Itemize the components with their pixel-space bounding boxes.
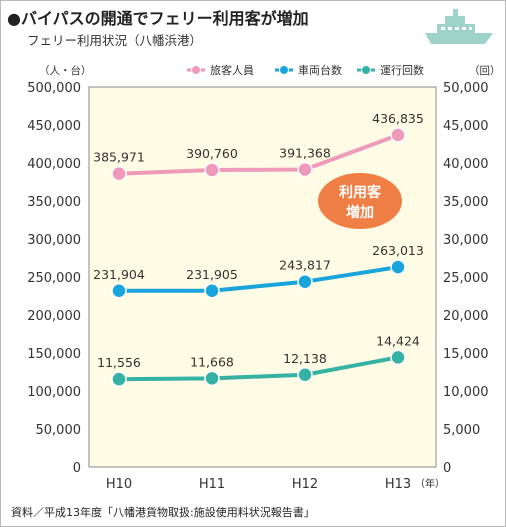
data-point [204, 162, 220, 178]
data-label: 11,556 [97, 355, 141, 370]
data-label: 231,905 [186, 267, 238, 282]
y-right-tick-label: 30,000 [443, 233, 489, 248]
increase-callout: 利用客 増加 [318, 173, 402, 229]
data-label: 11,668 [190, 354, 234, 369]
legend-swatch-marker [361, 65, 371, 75]
series-line-1 [118, 133, 399, 176]
y-left-tick-label: 450,000 [27, 119, 81, 134]
y-left-tick-label: 300,000 [27, 233, 81, 248]
chart-subtitle: フェリー利用状況（八幡浜港） [27, 33, 203, 48]
chart-svg: 0 50,000 100,000 150,000 200,000 250,000 300,0… [27, 63, 501, 492]
x-tick-label: H13 [385, 477, 411, 492]
data-point [390, 349, 406, 366]
legend-label: 旅客人員 [210, 63, 254, 77]
source-note: 資料／平成13年度「八幡港貨物取扱:施設使用料状況報告書」 [11, 506, 315, 519]
chart-title: ●バイパスの開通でフェリー利用客が増加 [7, 9, 309, 28]
y-right-tick-label: 50,000 [443, 81, 489, 96]
y-left-tick-label: 400,000 [27, 157, 81, 172]
data-point [390, 127, 406, 143]
plot-area [88, 86, 437, 468]
y-left-tick-label: 500,000 [27, 81, 81, 96]
data-point [204, 283, 220, 299]
data-label: 385,971 [93, 150, 145, 165]
data-point [297, 273, 313, 290]
callout-line2: 増加 [346, 204, 374, 221]
x-tick-label: H11 [199, 477, 225, 492]
data-point [111, 283, 127, 299]
ferry-ship-icon [425, 9, 493, 44]
y-left-tick-label: 150,000 [27, 347, 81, 362]
data-point [111, 165, 127, 182]
callout-line1: 利用客 [339, 184, 382, 201]
series-line-2 [118, 265, 399, 293]
y-right-tick-label: 20,000 [443, 309, 489, 324]
legend-swatch-marker [191, 65, 201, 75]
y-right-tick-label: 0 [443, 461, 451, 476]
series-line-3 [118, 355, 399, 382]
y-left-unit: （人・台） [39, 64, 92, 77]
legend-label: 車両台数 [298, 63, 342, 77]
x-unit: （年） [415, 477, 445, 490]
y-right-tick-label: 15,000 [443, 347, 489, 362]
callout-bubble [318, 173, 402, 229]
data-label: 231,904 [93, 267, 145, 282]
x-tick-label: H12 [292, 477, 318, 492]
data-label: 12,138 [283, 351, 327, 366]
y-right-unit: （回） [469, 65, 501, 77]
data-label: 391,368 [279, 146, 331, 161]
data-point [297, 367, 313, 383]
y-right-tick-label: 5,000 [443, 423, 480, 438]
y-left-tick-label: 200,000 [27, 309, 81, 324]
legend-swatch-marker [279, 65, 289, 75]
data-point [204, 370, 220, 387]
data-label: 390,760 [186, 146, 238, 161]
y-left-tick-label: 100,000 [27, 385, 81, 400]
data-point [111, 371, 127, 387]
data-point [297, 161, 313, 178]
y-left-tick-label: 0 [73, 461, 81, 476]
y-right-tick-label: 10,000 [443, 385, 489, 400]
y-right-tick-label: 25,000 [443, 271, 489, 286]
data-point [390, 259, 406, 275]
y-right-tick-label: 45,000 [443, 119, 489, 134]
legend-label: 運行回数 [380, 64, 424, 77]
y-left-tick-label: 50,000 [36, 423, 82, 438]
data-label: 14,424 [376, 333, 420, 348]
y-left-tick-label: 350,000 [27, 195, 81, 210]
x-tick-label: H10 [106, 477, 132, 492]
data-label: 243,817 [279, 258, 331, 273]
y-right-tick-label: 40,000 [443, 157, 489, 172]
y-right-tick-label: 35,000 [443, 195, 489, 210]
data-label: 263,013 [372, 243, 424, 258]
data-label: 436,835 [372, 111, 424, 126]
y-left-tick-label: 250,000 [27, 271, 81, 286]
